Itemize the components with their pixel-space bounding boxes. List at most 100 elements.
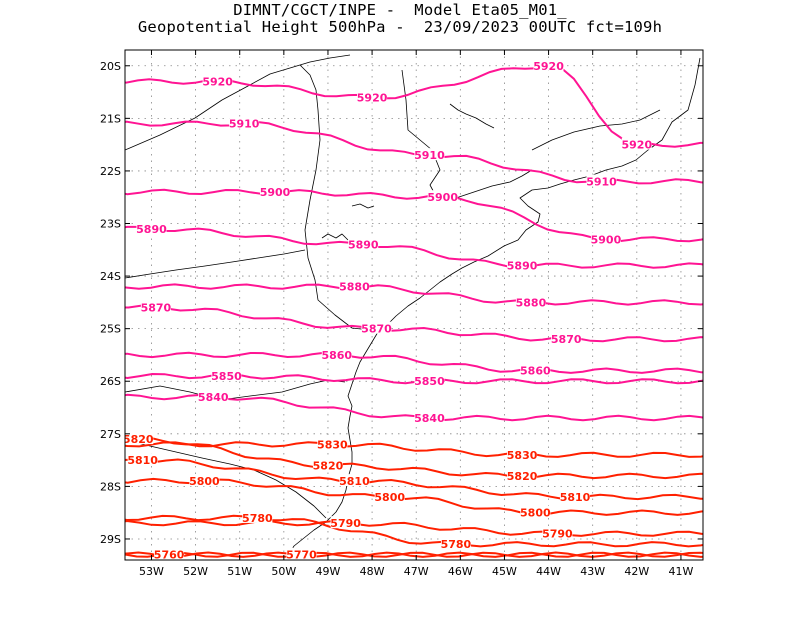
border-pr-sc (125, 379, 346, 401)
lon-tick-label: 53W (139, 565, 164, 578)
contour-label: 5900 (591, 233, 622, 246)
contour-label-bg (242, 510, 273, 523)
contour-label: 5860 (321, 349, 352, 362)
contour-label: 5920 (622, 139, 653, 152)
lon-tick-label: 48W (360, 565, 385, 578)
contour-label: 5920 (357, 91, 388, 104)
contour-label-bg (533, 58, 564, 71)
lon-tick-label: 46W (448, 565, 473, 578)
contour-line-5790 (125, 519, 703, 537)
contour-label-bg (515, 295, 546, 308)
contour-label: 5820 (507, 470, 538, 483)
contour-label: 5880 (516, 296, 547, 309)
contour-label-bg (621, 137, 652, 150)
lon-tick-label: 45W (492, 565, 517, 578)
contour-label-bg (586, 174, 617, 187)
contour-label-bg (330, 516, 361, 529)
contour-label: 5790 (542, 528, 573, 541)
contour-label-bg (189, 474, 220, 487)
lat-tick-label: 22S (100, 165, 121, 178)
border-mg-rj (531, 109, 661, 151)
reservoir-1 (321, 233, 349, 241)
contour-label-bg (229, 116, 260, 129)
contour-label: 5870 (141, 302, 172, 315)
contour-label-bg (520, 505, 551, 518)
contour-label: 5800 (374, 491, 405, 504)
contour-label: 5790 (330, 517, 361, 530)
contour-label-bg (374, 489, 405, 502)
contour-label: 5870 (361, 323, 392, 336)
contour-line-5870 (125, 304, 703, 343)
contour-label: 5800 (189, 475, 220, 488)
lat-tick-label: 20S (100, 60, 121, 73)
contour-label: 5920 (202, 76, 233, 89)
contour-label-bg (317, 437, 348, 450)
contour-label-bg (507, 447, 538, 460)
axis-ticks: 20S 21S 22S 23S 24S 25S 26S 27S 28S 29S 53W 52W 51W 5… (100, 50, 703, 578)
coastline (287, 57, 701, 557)
contour-label-bg (202, 74, 233, 87)
contour-label-bg (339, 279, 370, 292)
contour-line-5890 (125, 225, 703, 269)
lat-tick-label: 24S (100, 270, 121, 283)
contour-label: 5860 (520, 365, 551, 378)
chart-title: DIMNT/CGCT/INPE - Model Eta05_M01_ Geopo… (0, 2, 800, 36)
plot-area: 5920 5920 5920 5920 5910 5910 5910 5900 5900 5900… (123, 54, 703, 562)
contour-label: 5840 (414, 412, 445, 425)
lat-tick-label: 26S (100, 375, 121, 388)
contour-label: 5780 (441, 538, 472, 551)
border-sc-rs (125, 439, 327, 519)
contour-label-bg (211, 368, 242, 381)
lon-tick-label: 51W (227, 565, 252, 578)
reservoir-2 (351, 203, 375, 209)
contour-label: 5830 (317, 438, 348, 451)
lat-tick-label: 21S (100, 112, 121, 125)
contour-label-bg (414, 148, 445, 161)
contour-label: 5920 (533, 60, 564, 73)
contour-label: 5840 (198, 391, 229, 404)
contour-label: 5870 (551, 333, 582, 346)
contour-label-bg (361, 321, 392, 334)
lat-tick-label: 27S (100, 428, 121, 441)
lon-tick-label: 41W (669, 565, 694, 578)
contour-line-5880 (125, 283, 703, 306)
lon-tick-label: 43W (580, 565, 605, 578)
contour-label-bg (551, 332, 582, 345)
contour-label-bg (520, 363, 551, 376)
contour-label-bg (260, 184, 291, 197)
lon-tick-label: 42W (624, 565, 649, 578)
lon-tick-label: 50W (271, 565, 296, 578)
lon-tick-label: 44W (536, 565, 561, 578)
contour-label-bg (542, 526, 573, 539)
title-line-2: Geopotential Height 500hPa - 23/09/2023 … (137, 18, 663, 36)
contour-label: 5890 (348, 239, 379, 252)
contour-label-bg (348, 237, 379, 250)
contour-label-bg (286, 547, 317, 560)
border-north (125, 54, 351, 151)
plot-frame (124, 49, 704, 561)
contour-label: 5900 (427, 191, 458, 204)
contour-label-bg (154, 547, 185, 560)
contour-label: 5810 (560, 491, 591, 504)
contour-label-bg (321, 347, 352, 360)
contour-label: 5910 (414, 149, 445, 162)
contour-line-5780 (125, 514, 703, 548)
contour-line-5900 (125, 188, 703, 243)
lat-tick-label: 25S (100, 323, 121, 336)
contour-label: 5850 (211, 370, 242, 383)
contour-label: 5850 (414, 375, 445, 388)
lat-tick-label: 23S (100, 218, 121, 231)
contour-label: 5780 (242, 512, 273, 525)
border-pr-north (125, 249, 306, 279)
contour-label: 5820 (123, 433, 154, 446)
contour-label: 5910 (586, 175, 617, 188)
contour-label-bg (198, 390, 229, 403)
contour-label-bg (507, 468, 538, 481)
contour-label: 5770 (286, 549, 317, 562)
contour-line-5770 (125, 551, 703, 558)
lat-tick-label: 28S (100, 480, 121, 493)
contour-label-bg (560, 489, 591, 502)
contour-label-bg (440, 537, 471, 550)
contour-label: 5800 (520, 507, 551, 520)
contour-label-bg (414, 374, 445, 387)
